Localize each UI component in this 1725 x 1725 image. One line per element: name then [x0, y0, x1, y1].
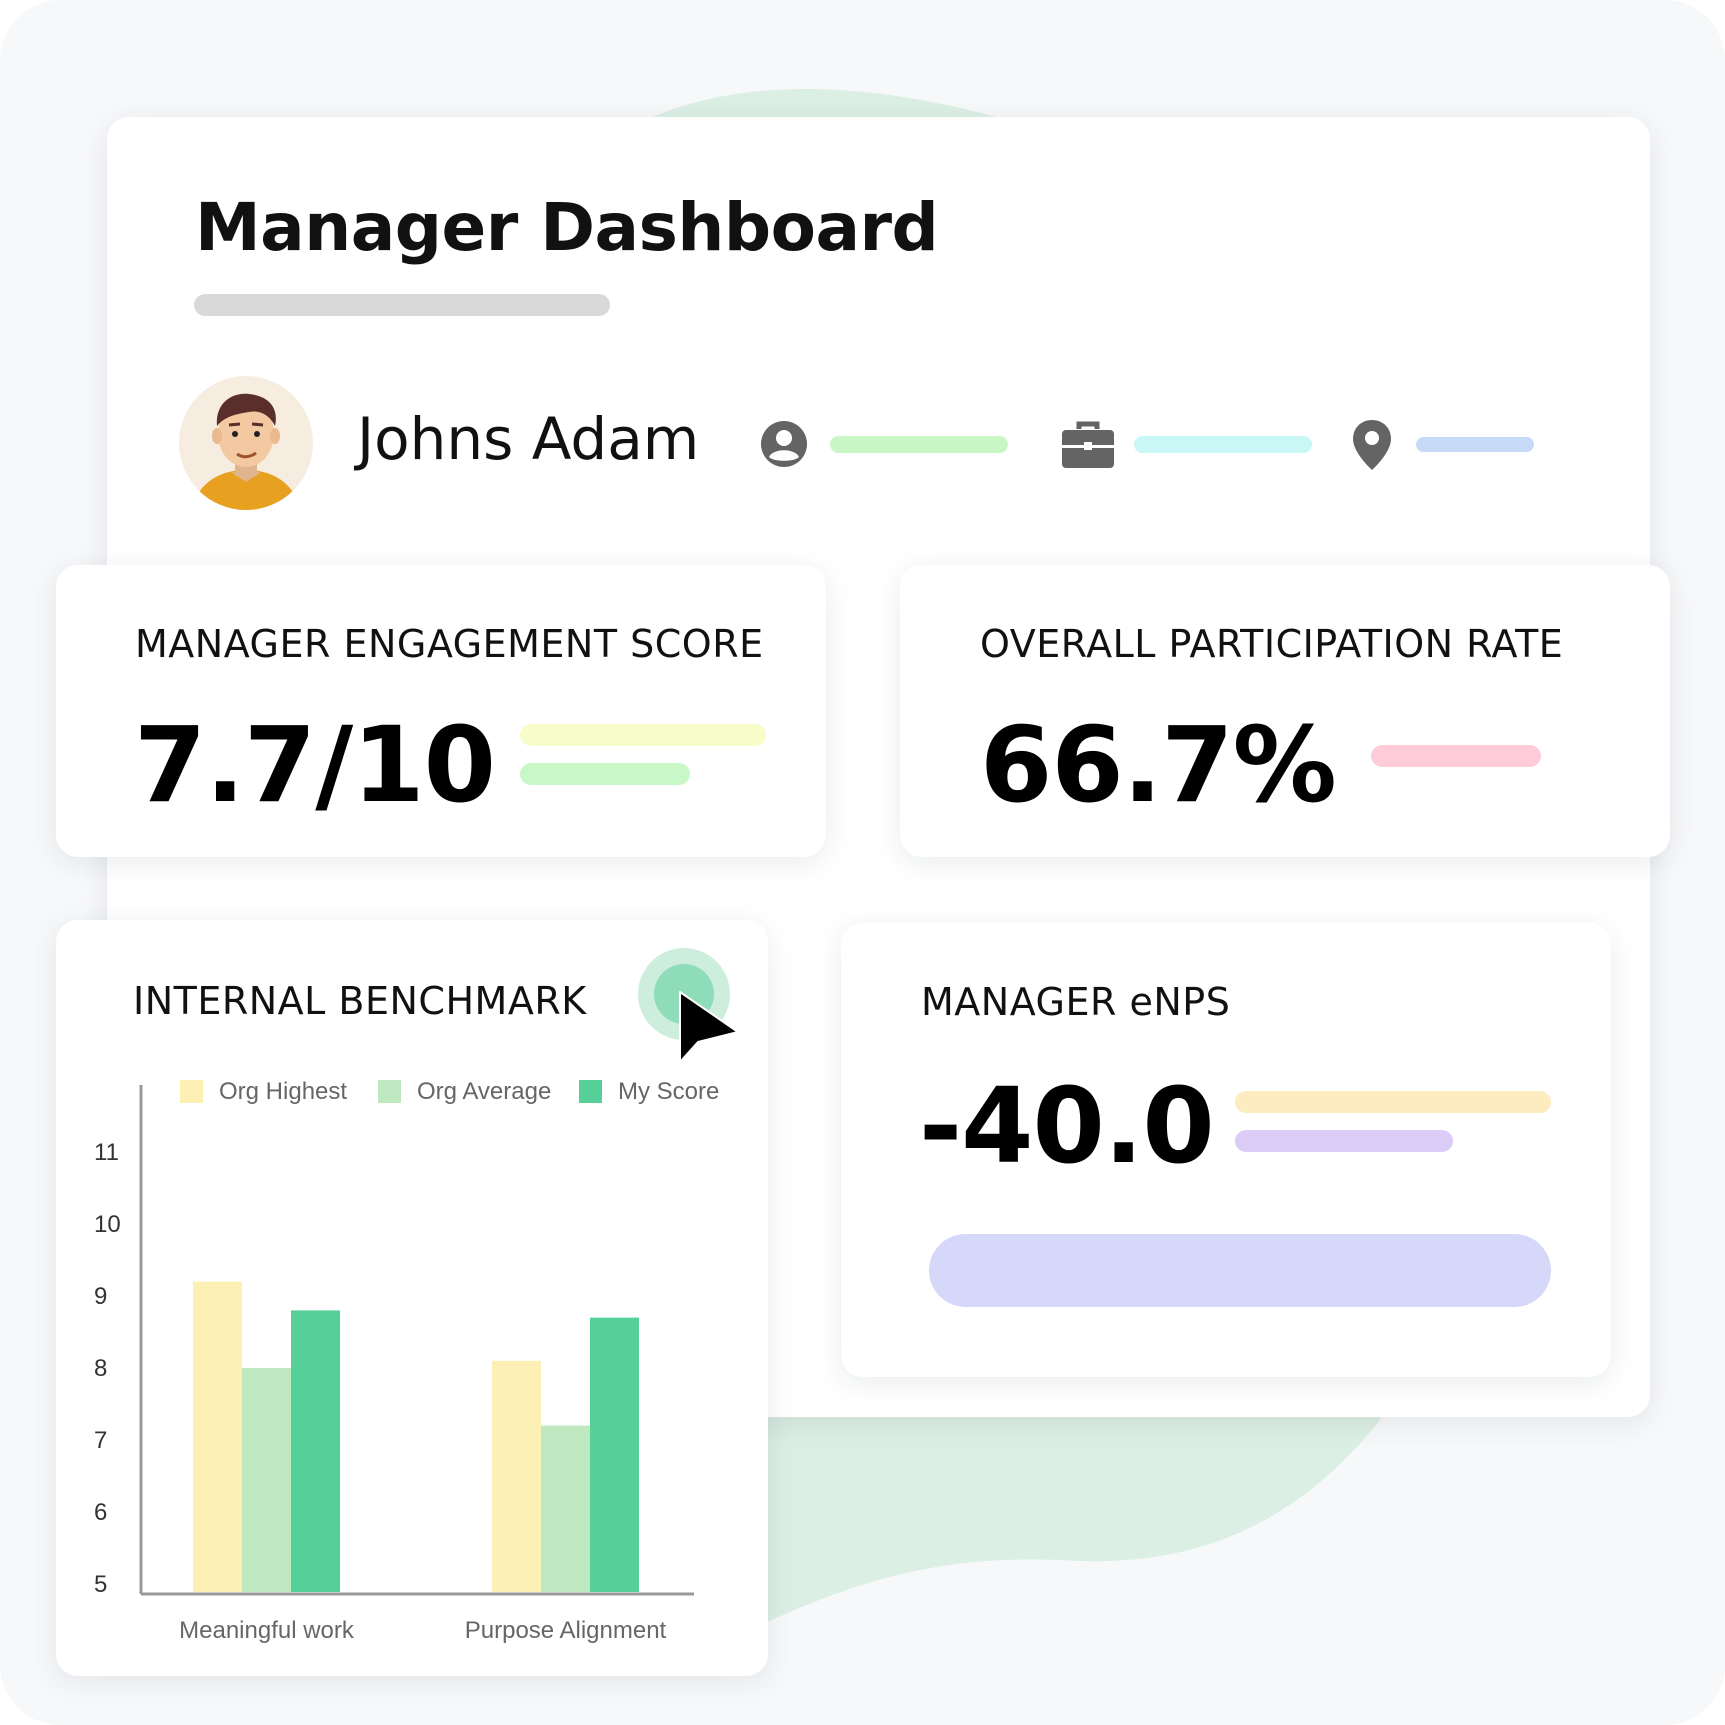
benchmark-title: INTERNAL BENCHMARK: [133, 979, 587, 1023]
avatar[interactable]: [179, 376, 313, 510]
y-tick-label: 8: [94, 1355, 107, 1382]
engagement-score-label: MANAGER ENGAGEMENT SCORE: [135, 622, 764, 666]
internal-benchmark-card[interactable]: INTERNAL BENCHMARK 5 6 7 8 9 10 11 Org Highest O…: [56, 920, 768, 1676]
participation-rate-value: 66.7%: [980, 704, 1337, 826]
briefcase-icon: [1062, 421, 1114, 468]
y-tick-label: 6: [94, 1499, 107, 1526]
engagement-placeholder-bar-1: [520, 724, 766, 746]
enps-placeholder-bar-1: [1235, 1091, 1551, 1113]
legend-swatch: [378, 1080, 401, 1103]
participation-rate-label: OVERALL PARTICIPATION RATE: [980, 622, 1564, 666]
location-info-bar: [1416, 437, 1534, 452]
y-tick-label: 5: [94, 1571, 107, 1598]
enps-placeholder-bar-2: [1235, 1130, 1453, 1152]
engagement-placeholder-bar-2: [520, 763, 690, 785]
department-info-bar: [1134, 436, 1312, 453]
y-tick-label: 11: [94, 1139, 119, 1166]
location-pin-icon: [1353, 420, 1391, 470]
y-tick-label: 7: [94, 1427, 107, 1454]
bar[interactable]: [291, 1310, 340, 1592]
mouse-cursor-icon: [638, 948, 739, 1063]
enps-label: MANAGER eNPS: [921, 980, 1231, 1024]
participation-rate-card[interactable]: OVERALL PARTICIPATION RATE 66.7%: [900, 565, 1670, 857]
enps-wide-bar: [929, 1234, 1551, 1307]
title-placeholder-bar: [194, 294, 610, 316]
participation-placeholder-bar: [1371, 745, 1541, 767]
bar[interactable]: [590, 1317, 639, 1592]
y-tick-label: 9: [94, 1283, 107, 1310]
page-title: Manager Dashboard: [195, 189, 939, 266]
user-info-bar: [830, 436, 1008, 453]
user-name: Johns Adam: [357, 405, 700, 473]
category-label: Meaningful work: [179, 1617, 355, 1644]
legend-swatch: [180, 1080, 203, 1103]
bar[interactable]: [193, 1281, 242, 1592]
y-tick-label: 10: [94, 1211, 121, 1238]
legend-label: My Score: [618, 1078, 719, 1105]
user-circle-icon: [761, 421, 807, 467]
legend-swatch: [579, 1080, 602, 1103]
engagement-score-value: 7.7/10: [134, 704, 496, 826]
benchmark-chart: 5 6 7 8 9 10 11 Org Highest Org Average My Score M…: [94, 1078, 719, 1644]
enps-value: -40.0: [919, 1065, 1215, 1187]
bar[interactable]: [242, 1368, 291, 1592]
bar[interactable]: [492, 1360, 541, 1592]
enps-card[interactable]: MANAGER eNPS -40.0: [841, 923, 1611, 1377]
bar[interactable]: [541, 1425, 590, 1592]
engagement-score-card[interactable]: MANAGER ENGAGEMENT SCORE 7.7/10: [56, 565, 826, 857]
legend-label: Org Average: [417, 1078, 551, 1105]
category-label: Purpose Alignment: [465, 1617, 667, 1644]
legend-label: Org Highest: [219, 1078, 347, 1105]
